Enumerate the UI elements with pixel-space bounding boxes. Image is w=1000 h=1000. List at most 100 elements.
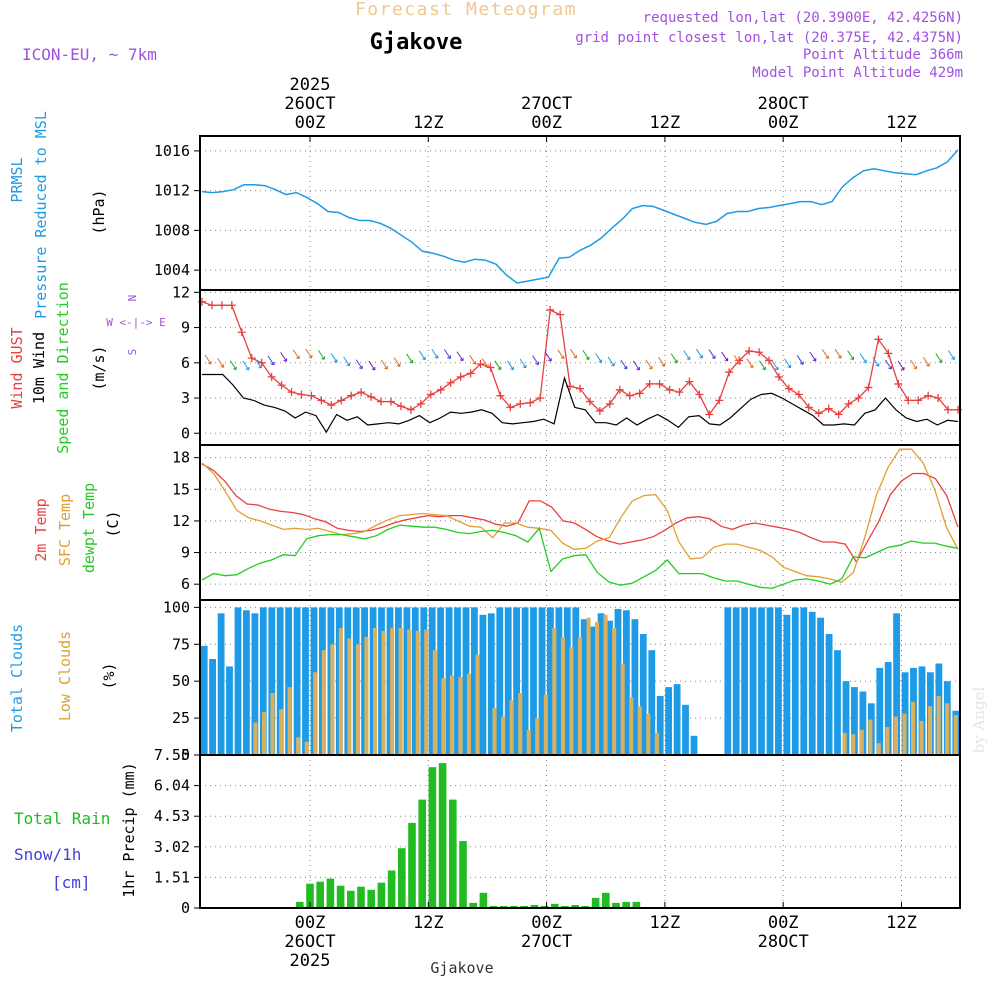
low-cloud-bar [902,713,907,755]
low-cloud-bar [347,638,352,755]
total-cloud-bar [842,681,850,755]
location-title: Gjakove [370,30,463,55]
rain-bar [306,883,314,908]
y-tick-label: 18 [172,449,190,467]
rain-bar [377,882,386,908]
total-cloud-bar [606,620,613,755]
wind-gust-point [277,381,286,390]
low-cloud-bar [654,732,659,755]
wind-gust-point [317,396,326,405]
rain-bar [357,886,365,908]
total-cloud-bar [530,607,537,755]
time-label-top: 00Z [295,113,326,133]
low-cloud-bar [535,718,540,755]
wind-direction-arrow [292,349,300,360]
time-label-top: 27OCT [521,94,572,114]
wind-gust-point [337,396,346,405]
low-cloud-bar [868,719,873,755]
wind-gust-point [914,396,923,405]
wind-direction-arrow [695,348,703,359]
rain-bar [367,889,375,908]
total-cloud-bar [437,607,444,755]
wind-direction-arrow [947,350,955,360]
total-cloud-bar [597,613,605,755]
wind-direction-arrow [506,360,514,371]
wind-direction-arrow [431,348,439,359]
y-tick-label: 6.04 [154,777,190,795]
wind-gust-point [247,354,256,363]
point-altitude: Point Altitude 366m [803,47,963,63]
wind-direction-arrow [758,360,766,371]
wind-direction-arrow [632,360,640,371]
low-cloud-bar [262,712,267,755]
rain-bar [469,902,477,908]
wind-gust-point [267,372,276,381]
time-label-top: 12Z [413,113,444,133]
total-cloud-bar [656,696,664,755]
time-label-bottom: 28OCT [758,932,809,952]
wind-gust-point [227,301,236,310]
wind-gust-point [416,399,425,408]
low-cloud-bar [501,716,506,755]
wind-gust-point [685,377,694,386]
pressure-label-1: PRMSL [8,157,26,202]
low-cloud-bar [620,663,625,755]
wind-gust-point [725,368,734,377]
low-cloud-bar [407,629,412,755]
low-cloud-bar [313,672,318,755]
wind-direction-arrow [771,360,779,371]
low-cloud-bar [646,713,651,755]
wind-gust-point [357,388,366,397]
total-cloud-bar [538,607,546,755]
total-cloud-bar [749,607,757,755]
total-cloud-bar [226,666,233,755]
total-cloud-bar [758,607,765,755]
sfc-temp-label: SFC Temp [56,494,74,566]
wind-gust-point [755,348,764,357]
low-cloud-bar [577,636,582,755]
wind-gust-point [476,359,485,368]
y-tick-label: 12 [172,283,190,301]
time-label-bottom: 00Z [531,913,562,933]
total-cloud-bar [783,614,791,755]
watermark: by Angel [970,686,988,753]
wind-direction-arrow [305,348,313,359]
wind-gust-point [665,385,674,394]
rain-bar [296,901,304,908]
low-cloud-bar [851,734,856,755]
total-cloud-bar [411,607,419,755]
compass-s: S [126,349,139,356]
time-label-top: 26OCT [284,94,335,114]
wind-direction-arrow [469,354,477,365]
total-cloud-bar [386,607,394,755]
y-tick-label: 4.53 [154,807,190,825]
low-cloud-bar [953,715,958,755]
wind-direction-arrow [343,356,351,367]
compass-we: W <-|-> E [106,316,166,329]
wind-gust-point [854,394,863,403]
wind-direction-arrow [393,357,401,367]
low-cloud-bar [859,729,864,755]
wind-gust-point [615,385,624,394]
wind-gust-point [655,379,664,388]
wind-gust-point [784,384,793,393]
rain-label: Total Rain [14,809,110,828]
wind-direction-arrow [519,358,527,369]
wind-gust-point [824,404,833,413]
wind-gust-point [406,405,415,414]
y-tick-label: 100 [163,598,190,616]
total-cloud-bar [555,607,563,755]
y-tick-label: 3 [181,389,190,407]
total-cloud-bar [251,613,259,755]
rain-bar [316,881,324,908]
total-cloud-bar [901,672,909,755]
total-cloud-bar [496,607,504,755]
wind-gust-point [715,396,724,405]
rain-bar [591,897,600,908]
wind-gust-point [884,349,893,358]
low-cloud-bar [893,716,898,755]
total-cloud-bar [513,607,520,755]
rain-bar [632,901,641,908]
wind-gust-point [217,301,226,310]
